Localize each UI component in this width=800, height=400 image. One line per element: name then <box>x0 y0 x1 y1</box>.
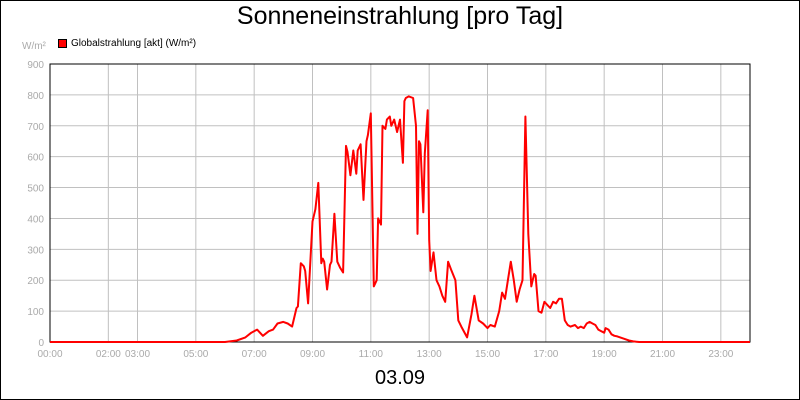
x-tick-label: 07:00 <box>242 349 267 360</box>
y-tick-label: 200 <box>27 276 44 287</box>
legend: Globalstrahlung [akt] (W/m²) <box>58 38 196 49</box>
x-tick-label: 13:00 <box>417 349 442 360</box>
y-tick-label: 800 <box>27 91 44 102</box>
x-tick-label: 17:00 <box>533 349 558 360</box>
y-tick-label: 700 <box>27 122 44 133</box>
plot-area <box>50 64 750 342</box>
legend-swatch <box>58 39 67 48</box>
x-tick-label: 00:00 <box>37 349 62 360</box>
x-tick-label: 02:00 <box>96 349 121 360</box>
x-tick-label: 15:00 <box>475 349 500 360</box>
x-tick-label: 21:00 <box>650 349 675 360</box>
x-tick-label: 05:00 <box>183 349 208 360</box>
y-tick-label: 300 <box>27 245 44 256</box>
x-tick-label: 19:00 <box>592 349 617 360</box>
x-tick-label: 11:00 <box>359 349 384 360</box>
y-axis-unit: W/m² <box>22 41 46 52</box>
chart-title: Sonneneinstrahlung [pro Tag] <box>236 2 564 30</box>
x-tick-label: 03:00 <box>125 349 150 360</box>
x-tick-label: 23:00 <box>708 349 733 360</box>
y-tick-label: 100 <box>27 307 44 318</box>
y-tick-label: 400 <box>27 214 44 225</box>
series-line <box>50 95 750 343</box>
y-tick-label: 500 <box>27 184 44 195</box>
y-tick-label: 0 <box>38 338 44 349</box>
date-label: 03.09 <box>374 367 426 389</box>
y-tick-label: 900 <box>27 60 44 71</box>
plot-border <box>49 63 751 343</box>
x-tick-label: 09:00 <box>300 349 325 360</box>
y-tick-label: 600 <box>27 153 44 164</box>
legend-label: Globalstrahlung [akt] (W/m²) <box>71 38 197 49</box>
